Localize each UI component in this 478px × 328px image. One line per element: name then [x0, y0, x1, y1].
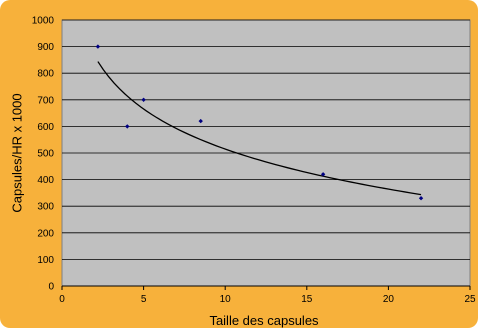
y-tick-label: 200 [37, 228, 54, 239]
data-point [320, 172, 326, 177]
data-point [125, 124, 130, 129]
y-tick-label: 700 [37, 95, 54, 106]
y-tick-label: 1000 [32, 16, 55, 27]
x-axis-title: Taille des capsules [209, 313, 319, 328]
y-tick-label: 300 [37, 202, 54, 213]
data-point [418, 196, 424, 201]
x-tick-label: 5 [141, 294, 147, 305]
y-tick-label: 400 [37, 175, 54, 186]
y-tick-label: 500 [37, 149, 54, 160]
trendline [97, 61, 422, 196]
data-point [141, 97, 146, 102]
grid-lines [62, 19, 470, 287]
y-tick-label: 600 [37, 122, 54, 133]
x-axis-ticks: 0 5 10 15 20 25 [59, 286, 476, 305]
x-tick-label: 25 [464, 294, 476, 305]
y-tick-label: 900 [37, 42, 54, 53]
data-points [95, 44, 424, 201]
y-tick-label: 800 [37, 69, 54, 80]
x-tick-label: 10 [220, 294, 232, 305]
y-axis-title: Capsules/HR x 1000 [9, 93, 24, 212]
x-tick-label: 0 [59, 294, 65, 305]
y-tick-label: 0 [48, 282, 54, 293]
y-axis-ticks: 0 100 200 300 400 500 600 700 800 900 1000 [32, 16, 55, 293]
x-tick-label: 15 [301, 294, 313, 305]
data-point [198, 118, 203, 124]
x-tick-label: 20 [383, 294, 395, 305]
y-tick-label: 100 [37, 255, 54, 266]
data-point [95, 44, 101, 49]
